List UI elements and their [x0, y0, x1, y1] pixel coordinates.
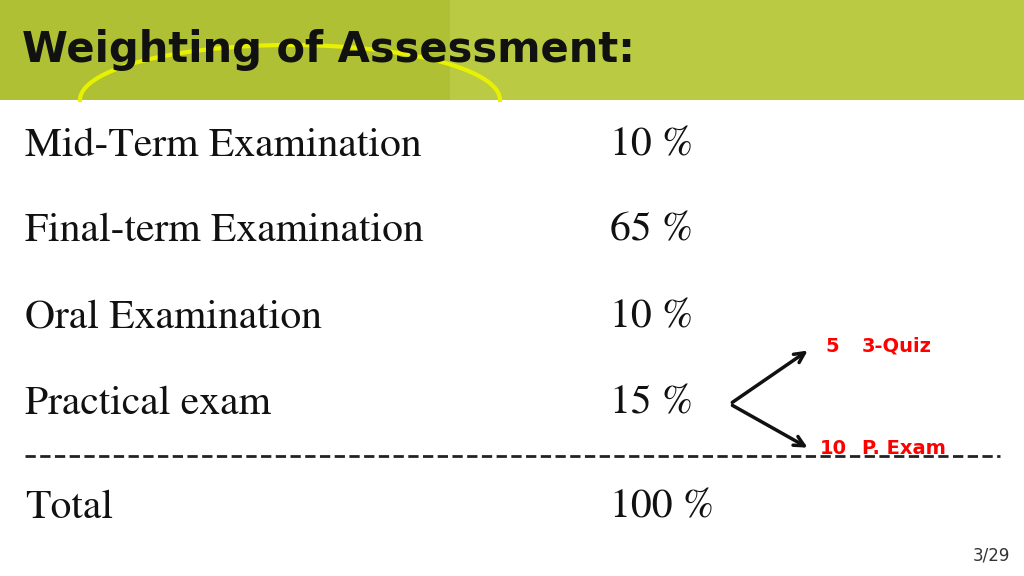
- Text: 65 %: 65 %: [610, 213, 693, 249]
- Text: 5: 5: [825, 336, 839, 355]
- Text: Oral Examination: Oral Examination: [25, 300, 322, 337]
- Text: 10 %: 10 %: [610, 300, 693, 337]
- Text: 100 %: 100 %: [610, 489, 714, 526]
- Text: 15 %: 15 %: [610, 385, 693, 423]
- Text: Practical exam: Practical exam: [25, 385, 271, 423]
- Text: Final-term Examination: Final-term Examination: [25, 213, 424, 249]
- Text: 3/29: 3/29: [973, 546, 1010, 564]
- Text: Weighting of Assessment:: Weighting of Assessment:: [22, 29, 635, 71]
- Text: 10: 10: [820, 439, 847, 458]
- Text: 3-Quiz: 3-Quiz: [862, 336, 932, 355]
- Text: Total: Total: [25, 489, 113, 526]
- Text: 10 %: 10 %: [610, 127, 693, 165]
- Text: P. Exam: P. Exam: [862, 439, 946, 458]
- Text: Mid-Term Examination: Mid-Term Examination: [25, 127, 422, 165]
- Bar: [0, 0, 1024, 100]
- Bar: [450, 0, 1024, 100]
